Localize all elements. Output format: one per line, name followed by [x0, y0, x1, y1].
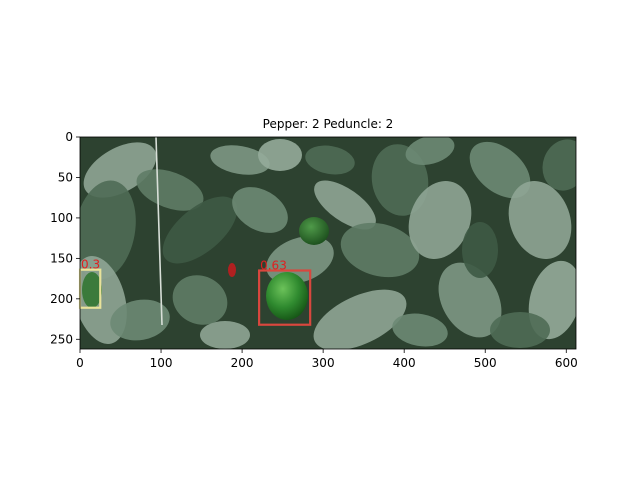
pepper-fruit-background [299, 217, 329, 245]
leaf [80, 180, 136, 280]
pepper-fruit [266, 272, 308, 320]
leaf [210, 145, 270, 175]
plot-title: Pepper: 2 Peduncle: 2 [263, 117, 394, 131]
y-tick-label: 100 [50, 211, 73, 225]
leaf [438, 262, 502, 338]
y-tick-label: 200 [50, 292, 73, 306]
x-tick-label: 400 [393, 356, 416, 370]
x-tick-label: 0 [76, 356, 84, 370]
axes-frame [79, 136, 577, 350]
leaf [313, 289, 407, 349]
leaf [258, 139, 302, 171]
detection-box [258, 269, 312, 326]
red-pepper-small [228, 263, 236, 277]
leaf [392, 313, 448, 347]
x-tick-label: 100 [150, 356, 173, 370]
foliage-leaves [80, 137, 576, 349]
leaf [314, 180, 376, 230]
leaf [490, 312, 550, 348]
leaf [305, 145, 355, 175]
support-string [155, 137, 163, 326]
leaf [232, 187, 288, 233]
y-tick-label: 150 [50, 251, 73, 265]
leaf [469, 141, 531, 199]
detection-score-label: 0.3 [81, 258, 100, 272]
leaf [110, 299, 170, 341]
leaf [136, 169, 204, 211]
detection-score-label: 0.63 [260, 259, 287, 273]
x-axis: 0 100 200 300 400 500 600 [76, 349, 578, 370]
detections-layer: 0.3 0.63 [78, 258, 312, 326]
leaf [405, 137, 455, 165]
x-tick-label: 300 [312, 356, 335, 370]
leaf [508, 181, 572, 259]
y-tick-label: 0 [65, 130, 73, 144]
leaf [200, 321, 250, 349]
leaf [462, 222, 498, 278]
x-tick-label: 200 [231, 356, 254, 370]
leaf [162, 196, 238, 264]
leaf [172, 275, 228, 325]
greenhouse-photo [80, 137, 576, 349]
leaf [340, 222, 420, 278]
leaf [542, 139, 576, 191]
leaf [408, 181, 472, 259]
leaf [266, 236, 334, 284]
y-tick-label: 50 [58, 170, 73, 184]
pepper-fruit-left [82, 272, 102, 308]
y-axis: 0 50 100 150 200 250 [50, 130, 80, 346]
x-tick-label: 600 [555, 356, 578, 370]
x-tick-label: 500 [474, 356, 497, 370]
y-tick-label: 250 [50, 332, 73, 346]
